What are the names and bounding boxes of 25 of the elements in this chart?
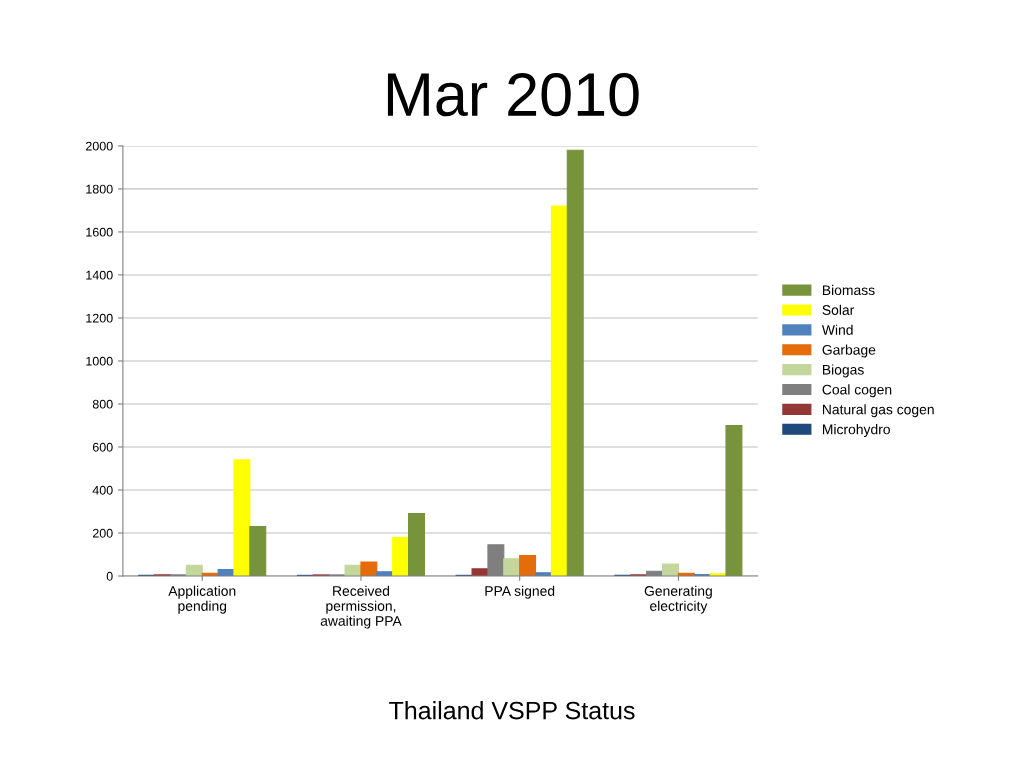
y-tick-label: 1000: [86, 356, 113, 366]
chart-title: Mar 2010: [387, 72, 639, 117]
y-tick-label: 1400: [86, 270, 113, 280]
legend-label: Biomass: [822, 284, 875, 296]
x-tick-label: Application pending: [168, 585, 236, 614]
legend-label: Garbage: [822, 344, 876, 358]
text: Thailand VSPP Status: [389, 701, 635, 720]
legend-label: Wind: [821, 324, 853, 335]
x-tick-label: Received permission, awaiting PPA: [320, 585, 402, 629]
y-tick-label: 800: [92, 399, 113, 409]
x-tick-label: PPA signed: [485, 585, 555, 599]
legend-label: Solar: [822, 304, 855, 315]
y-tick-label: 2000: [85, 141, 113, 151]
y-tick-label: 1800: [86, 184, 113, 194]
legend-label: Coal cogen: [822, 384, 892, 398]
y-tick-label: 1200: [86, 313, 113, 323]
x-tick-label: Generating electricity: [644, 585, 712, 614]
legend-label: Biogas: [822, 364, 864, 378]
legend-label: Natural gas cogen: [822, 404, 934, 418]
y-tick-label: 1600: [86, 227, 113, 237]
y-tick-label: 600: [92, 442, 113, 452]
legend-label: Microhydro: [822, 424, 890, 438]
y-tick-label: 400: [92, 485, 113, 495]
y-tick-label: 200: [92, 528, 113, 538]
y-tick-label: 0: [106, 571, 113, 581]
